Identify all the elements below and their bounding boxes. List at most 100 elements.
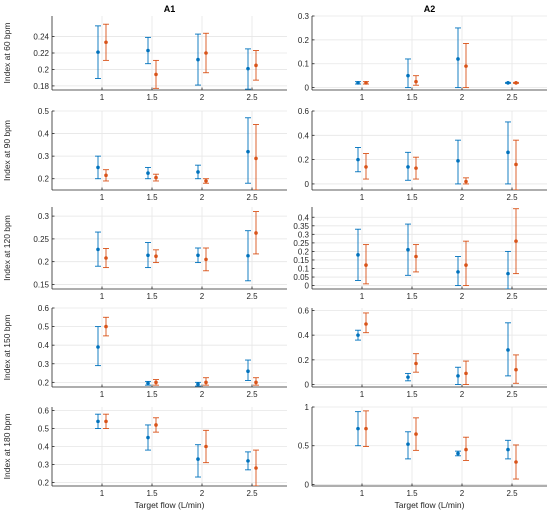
panel-8-ytick-label-3: 0.6 <box>298 306 310 315</box>
panel-1-ytick-label-0: 0.18 <box>33 82 49 91</box>
panel-3-xtick-label-2: 2 <box>200 193 205 202</box>
panel-10-xtick-label-0: 1 <box>360 489 365 498</box>
panel-9-marks <box>95 413 259 486</box>
panel-7: 1 1.5 2 2.5 0.2 0.3 0.4 0.5 0.6 Index at 150 bpm <box>2 304 287 399</box>
panel-2-s2-point-1 <box>414 79 418 84</box>
panel-7-s2-point-3 <box>254 380 258 385</box>
panel-5-s1-point-1 <box>146 253 150 258</box>
panel-10-xlabel: Target flow (L/min) <box>395 500 465 510</box>
panel-1-ytick-label-3: 0.24 <box>33 33 49 42</box>
panel-8-s1-point-0 <box>356 333 360 337</box>
panel-4-s2-point-0 <box>364 165 368 169</box>
panel-3-ytick-label-2: 0.4 <box>38 130 50 139</box>
panel-6-xtick-label-0: 1 <box>360 292 365 301</box>
panel-1-ytick-label-2: 0.22 <box>33 49 49 58</box>
panel-3-s2-point-1 <box>154 175 158 180</box>
panel-3-marks <box>95 117 259 190</box>
panel-6-s2-point-2 <box>464 263 468 267</box>
panel-7-xtick-label-3: 2.5 <box>246 390 258 399</box>
panel-4-s1-point-0 <box>356 157 360 162</box>
panel-7-series-1 <box>95 326 251 387</box>
panel-10-marks <box>355 410 519 480</box>
panel-2-series-1 <box>355 27 511 89</box>
panel-1-xtick-label-1: 1.5 <box>146 93 158 102</box>
panel-5-ytick-label-0: 0.15 <box>33 280 49 289</box>
panel-5-xtick-label-3: 2.5 <box>246 292 258 301</box>
panel-9-ytick-label-0: 0.2 <box>38 478 50 487</box>
panel-7-ytick-label-4: 0.6 <box>38 304 50 313</box>
panel-9-xtick-label-0: 1 <box>100 489 105 498</box>
panel-5: 1 1.5 2 2.5 0.15 0.2 0.25 0.3 Index at 120 bpm <box>2 207 287 301</box>
panel-6-s1-point-2 <box>456 270 460 274</box>
panel-7-s2-point-0 <box>104 324 108 329</box>
panel-9-ytick-label-4: 0.6 <box>38 407 50 416</box>
panel-5-s2-point-2 <box>204 257 208 262</box>
panel-4-xtick-label-3: 2.5 <box>506 193 518 202</box>
panel-6-ytick-label-1: 0.05 <box>293 273 309 282</box>
panel-6-s1-point-0 <box>356 253 360 257</box>
panel-6-ytick-label-8: 0.4 <box>298 213 310 222</box>
panel-9-s1-point-3 <box>246 459 250 463</box>
panel-1: 1 1.5 2 2.5 0.18 0.2 0.22 0.24 A1 Index at 60 bpm <box>2 4 287 102</box>
panel-4-s1-point-3 <box>506 150 510 155</box>
panel-1-s1-point-2 <box>196 57 200 62</box>
panel-6-s2-point-3 <box>514 239 518 243</box>
panel-2: 1 1.5 2 2.5 0 0.1 0.2 0.3 A2 <box>298 4 547 102</box>
panel-7-xtick-label-1: 1.5 <box>146 390 158 399</box>
panel-1-xtick-label-2: 2 <box>200 93 205 102</box>
panel-5-s2-point-1 <box>154 254 158 258</box>
panel-2-s1-point-1 <box>406 73 410 78</box>
panel-8-s1-point-3 <box>506 348 510 352</box>
panel-9-series-2 <box>103 413 259 486</box>
panel-4-series-1 <box>355 121 511 185</box>
panel-6-ytick-label-2: 0.1 <box>298 265 310 274</box>
panel-3-s2-point-3 <box>254 156 258 161</box>
panel-6-ytick-label-6: 0.3 <box>298 230 310 239</box>
panel-10-xtick-label-2: 2 <box>460 489 465 498</box>
panel-2-marks <box>355 27 519 89</box>
panel-6-ytick-label-0: 0 <box>305 282 310 291</box>
panel-8-s2-point-2 <box>464 371 468 376</box>
panel-5-ytick-label-2: 0.25 <box>33 235 49 244</box>
panel-8-series-2 <box>363 312 519 385</box>
panel-7-ytick-label-2: 0.4 <box>38 341 50 350</box>
panel-8-s1-point-1 <box>406 375 410 379</box>
panel-3-s1-point-0 <box>96 165 100 170</box>
panel-6-s2-point-1 <box>414 254 418 259</box>
panel-4-s1-point-1 <box>406 165 410 169</box>
panel-9-xtick-label-3: 2.5 <box>246 489 258 498</box>
panel-6-s1-point-3 <box>506 271 510 276</box>
panel-6-ytick-label-7: 0.35 <box>293 222 309 231</box>
panel-4-ytick-label-3: 0.6 <box>298 107 310 116</box>
panel-7-xtick-label-0: 1 <box>100 390 105 399</box>
panel-10-s1-point-1 <box>406 442 410 446</box>
panel-5-xtick-label-2: 2 <box>200 292 205 301</box>
panel-7-series-2 <box>103 316 259 386</box>
panel-4-series-2 <box>363 139 519 190</box>
panel-2-s1-point-2 <box>456 57 460 61</box>
panel-7-s1-point-2 <box>196 382 200 387</box>
panel-4: 1 1.5 2 2.5 0 0.2 0.4 0.6 <box>298 107 547 202</box>
panel-6-s1-point-1 <box>406 247 410 252</box>
panel-8-ytick-label-0: 0 <box>305 381 310 390</box>
panel-9-ytick-label-1: 0.3 <box>38 460 50 469</box>
panel-5-series-2 <box>103 211 259 272</box>
panel-2-ytick-label-2: 0.2 <box>298 36 310 45</box>
panel-10-series-2 <box>363 410 519 480</box>
panel-9-ytick-label-2: 0.4 <box>38 443 50 452</box>
panel-4-s2-point-1 <box>414 166 418 170</box>
panel-10-s2-point-1 <box>414 432 418 436</box>
panel-4-s1-point-2 <box>456 159 460 163</box>
panel-9-s2-point-1 <box>154 423 158 427</box>
panel-10-s1-point-3 <box>506 447 510 452</box>
panel-10-ytick-label-2: 1 <box>305 403 310 412</box>
panel-3-series-1 <box>95 117 251 184</box>
panel-4-marks <box>355 121 519 190</box>
panel-9-s2-point-0 <box>104 419 108 424</box>
panel-2-xtick-label-1: 1.5 <box>406 93 418 102</box>
panel-1-s2-point-2 <box>204 51 208 55</box>
panel-4-ytick-label-2: 0.4 <box>298 131 310 140</box>
panel-1-title: A1 <box>164 4 176 14</box>
panel-3-s1-point-1 <box>146 171 150 175</box>
